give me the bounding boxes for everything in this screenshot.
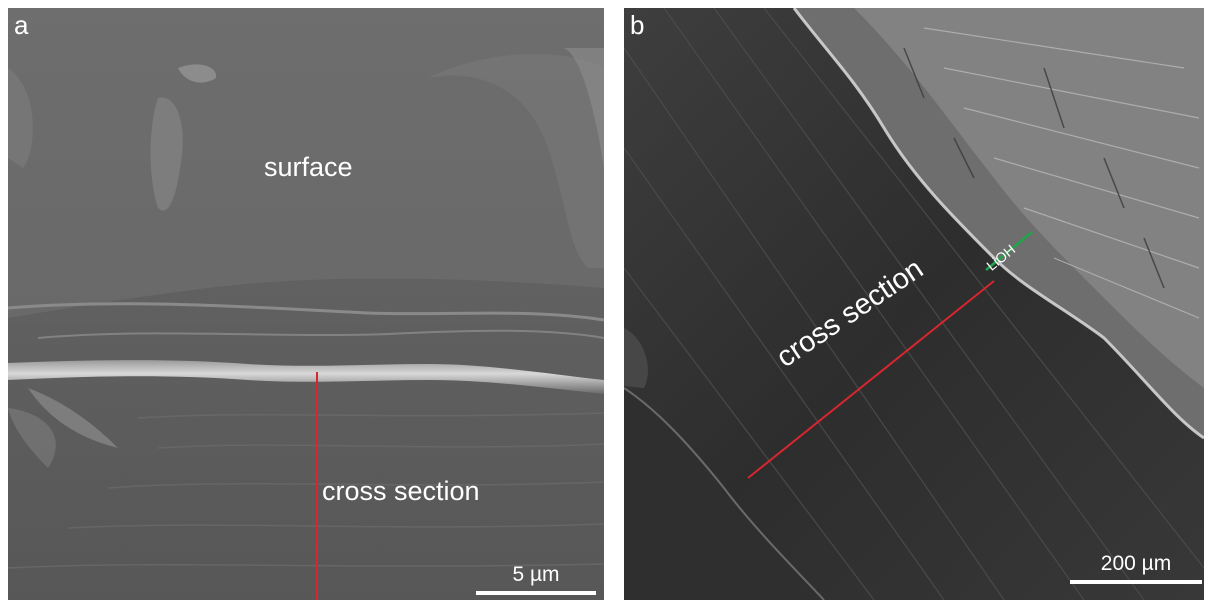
panel-b-letter: b bbox=[630, 10, 645, 40]
panel-a-scalebar-line bbox=[476, 591, 596, 595]
panel-b-scalebar-label: 200 µm bbox=[1100, 552, 1172, 575]
cross-section-measure-line bbox=[747, 280, 995, 479]
panel-a-micrograph bbox=[8, 8, 604, 600]
cross-section-label: cross section bbox=[322, 476, 480, 506]
panel-a-letter: a bbox=[14, 10, 29, 40]
panel-b-sem-image: b cross section LiOH 200 µm bbox=[624, 8, 1204, 600]
panel-a-scalebar: 5 µm bbox=[476, 564, 596, 595]
panel-b-scalebar-line bbox=[1070, 580, 1202, 584]
panel-a-sem-image: a surface cross section 5 µm bbox=[8, 8, 604, 600]
panel-b-scalebar: 200 µm bbox=[1070, 553, 1202, 584]
panel-b-micrograph bbox=[624, 8, 1204, 600]
surface-label: surface bbox=[264, 152, 353, 182]
lioh-measure-line bbox=[985, 231, 1033, 271]
panel-a-scalebar-label: 5 µm bbox=[512, 563, 560, 586]
